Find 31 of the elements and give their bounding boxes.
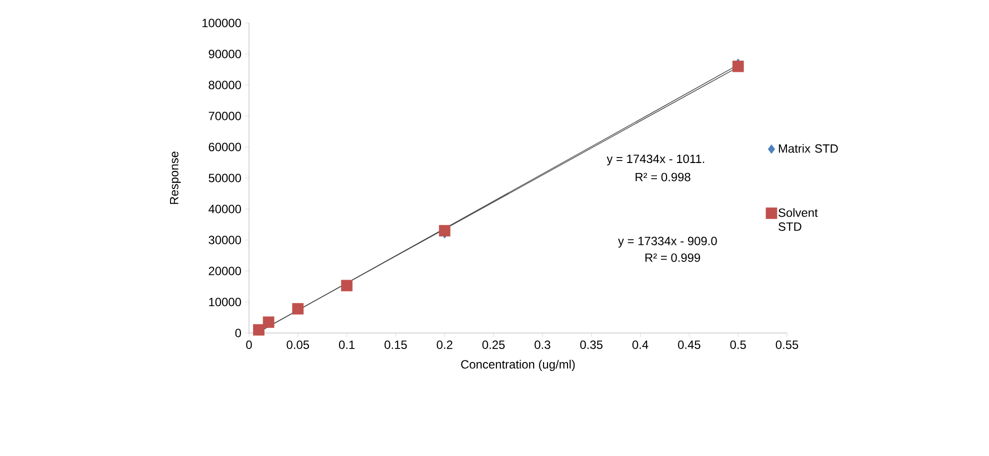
y-tick-label: 60000 (208, 142, 242, 152)
x-tick-label: 0.35 (580, 340, 602, 349)
y-tick-label: 10000 (209, 298, 242, 306)
y-tick-label: 40000 (208, 204, 242, 214)
x-tick-label: 0.25 (482, 340, 505, 349)
y-tick-label: 100000 (202, 18, 242, 28)
legend-label: Solvent STD (778, 208, 818, 231)
x-tick-label: 0.55 (776, 340, 798, 349)
y-tick-label: 20000 (208, 266, 242, 276)
legend-label: Matrix STD (778, 144, 838, 153)
x-tick-label: 0.4 (632, 340, 648, 349)
y-tick-label: 70000 (208, 112, 242, 120)
x-tick-label: 0.1 (338, 340, 355, 349)
x-axis-title: Concentration (ug/ml) (461, 360, 575, 371)
y-tick-label: 30000 (208, 236, 242, 244)
y-tick-label: 50000 (208, 174, 242, 182)
y-tick-label: 90000 (208, 50, 242, 58)
annotation: R² = 0.999 (645, 253, 700, 262)
y-tick-label: 0 (235, 328, 242, 338)
annotation: y = 17334x - 909.0 (618, 236, 717, 248)
annotation: y = 17434x - 1011. (606, 154, 704, 166)
y-tick-label: 80000 (208, 80, 242, 90)
x-tick-label: 0.2 (436, 340, 452, 349)
annotation: R² = 0.998 (636, 172, 690, 182)
x-tick-label: 0.3 (534, 340, 550, 349)
x-tick-label: 0.5 (730, 340, 746, 349)
x-tick-label: 0.05 (286, 340, 310, 349)
y-axis-title: Response (170, 152, 181, 204)
x-tick-label: 0.45 (678, 340, 700, 349)
x-tick-label: 0 (246, 340, 252, 349)
x-tick-label: 0.15 (384, 340, 407, 349)
